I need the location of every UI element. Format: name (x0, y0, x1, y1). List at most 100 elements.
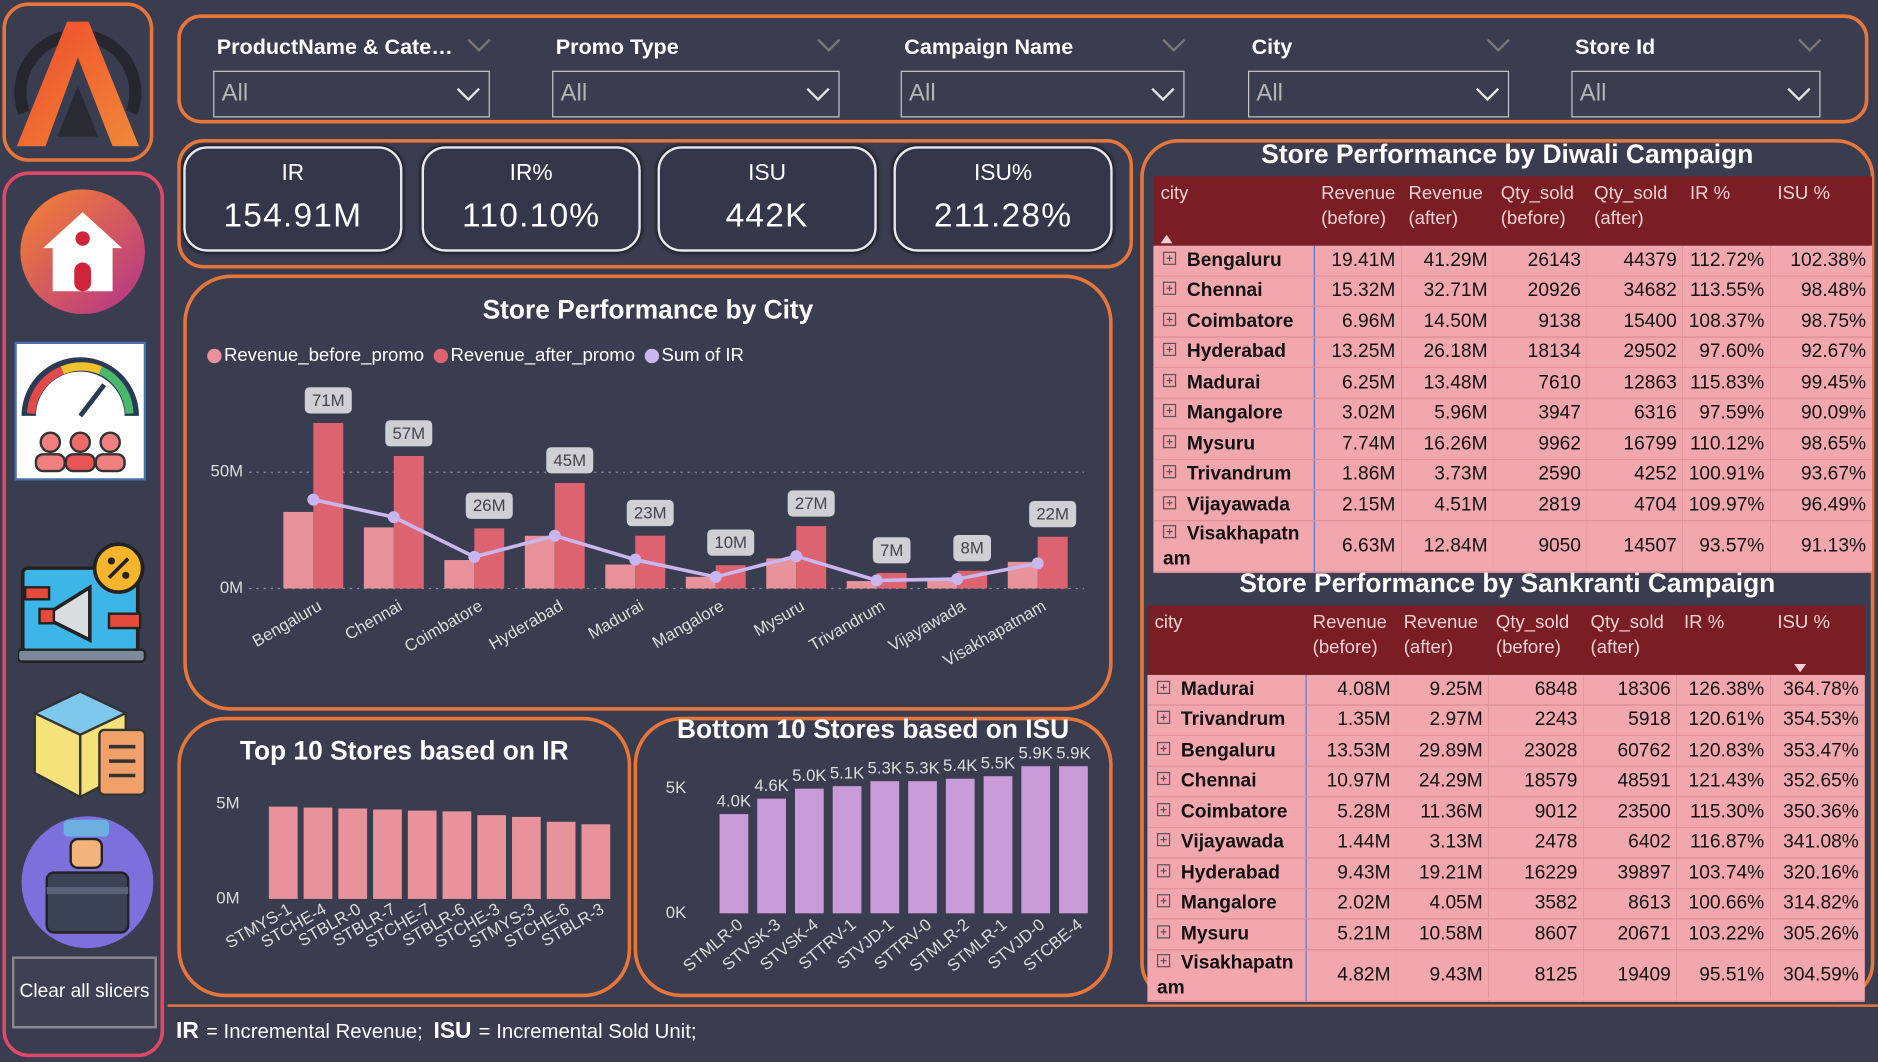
expand-icon[interactable] (1162, 312, 1177, 326)
logo (14, 21, 142, 147)
slicer-dropdown[interactable]: All (213, 70, 490, 118)
table-row: Coimbatore 6.96M 14.50M 9138 15400 108.37% 98.… (1153, 306, 1873, 338)
slicer-value: All (909, 80, 936, 107)
column-header[interactable]: Revenue (before) (1313, 176, 1402, 246)
bar (581, 824, 611, 899)
slicer-dropdown[interactable]: All (1571, 70, 1821, 118)
cell-text: 3582 (1534, 893, 1578, 914)
expand-icon[interactable] (1156, 741, 1171, 755)
legend-marker (207, 348, 222, 364)
cell-text: 102.38% (1790, 250, 1867, 271)
cell-text: 9012 (1534, 801, 1578, 822)
cell-text: Mysuru (1180, 923, 1250, 945)
value-cell: 91.13% (1770, 520, 1873, 573)
slicer-dropdown[interactable]: All (552, 70, 840, 118)
column-header[interactable]: IR % (1676, 605, 1771, 675)
expand-icon[interactable] (1156, 772, 1171, 786)
expand-icon[interactable] (1162, 281, 1177, 296)
business-icon[interactable] (20, 815, 154, 949)
table-row: Mangalore 2.02M 4.05M 3582 8613 100.66% 314.82… (1147, 888, 1865, 920)
value-cell: 93.57% (1682, 520, 1771, 573)
data-label-box (953, 535, 992, 562)
cell-text: Chennai (1186, 280, 1263, 302)
cell-text: 16799 (1623, 433, 1677, 454)
column-header[interactable]: Qty_sold (before) (1493, 176, 1587, 246)
expand-icon[interactable] (1162, 524, 1177, 538)
expand-icon[interactable] (1156, 680, 1171, 694)
line-point (870, 574, 883, 587)
value-cell: 98.75% (1770, 306, 1873, 338)
slicer-dropdown[interactable]: All (1248, 70, 1510, 118)
data-label: 5.5K (981, 754, 1015, 773)
expand-icon[interactable] (1162, 343, 1177, 357)
column-header[interactable]: Qty_sold (after) (1586, 176, 1683, 246)
expand-icon[interactable] (1162, 251, 1177, 265)
city-cell: Coimbatore (1153, 306, 1315, 338)
expand-icon[interactable] (1156, 925, 1171, 939)
slicer-value: All (1256, 80, 1284, 107)
value-cell: 120.61% (1676, 704, 1771, 736)
value-cell: 10.58M (1396, 918, 1489, 950)
value-cell: 18134 (1493, 336, 1587, 368)
chart-title: Bottom 10 Stores based on ISU (677, 714, 1069, 744)
footer-term: ISU (433, 1018, 472, 1044)
cell-text: 4704 (1634, 494, 1677, 516)
expand-icon[interactable] (1156, 953, 1171, 967)
chart-title: Store Performance by City (483, 295, 814, 325)
expand-icon[interactable] (1162, 434, 1177, 448)
value-cell: 4.82M (1305, 949, 1397, 1002)
cell-text: 100.91% (1688, 464, 1765, 485)
chevron-line (806, 87, 830, 102)
column-header[interactable]: Revenue (after) (1401, 176, 1494, 246)
expand-icon[interactable] (1162, 495, 1177, 510)
data-label: 5.3K (905, 759, 939, 778)
column-header[interactable]: Qty_sold (after) (1583, 605, 1677, 675)
inventory-icon[interactable] (30, 689, 150, 799)
column-header[interactable]: IR % (1682, 176, 1771, 246)
value-cell: 14507 (1586, 520, 1683, 573)
cell-text: 48591 (1617, 770, 1671, 792)
expand-icon[interactable] (1162, 465, 1177, 479)
value-cell: 2243 (1488, 704, 1584, 736)
home-icon[interactable] (19, 188, 146, 315)
y-tick-label: 0K (666, 903, 687, 922)
slicer-label: City (1251, 34, 1293, 59)
expand-icon[interactable] (1156, 802, 1171, 816)
column-header[interactable]: city (1147, 605, 1306, 675)
expand-icon[interactable] (1156, 711, 1171, 725)
slicer-dropdown[interactable]: All (900, 70, 1185, 118)
column-header[interactable]: Revenue (before) (1305, 605, 1397, 675)
line-point (629, 553, 642, 566)
cell-text: 6.25M (1342, 372, 1396, 393)
icon-part (107, 557, 115, 565)
column-header[interactable]: ISU % (1770, 176, 1873, 246)
column-header[interactable]: ISU % (1770, 605, 1865, 675)
cell-text: Mysuru (1186, 433, 1256, 454)
chevron-line (1162, 38, 1186, 53)
clear-slicers-button[interactable]: Clear all slicers (11, 956, 157, 1029)
value-cell: 121.43% (1676, 765, 1771, 798)
cell-text: 4.05M (1429, 893, 1483, 914)
promo-icon[interactable] (17, 539, 150, 665)
expand-icon[interactable] (1156, 894, 1171, 908)
legend-marker (644, 348, 660, 364)
column-header[interactable]: city (1153, 176, 1314, 246)
expand-icon[interactable] (1162, 373, 1177, 387)
cell-text: Vijayawada (1186, 494, 1290, 516)
expand-icon[interactable] (1156, 833, 1171, 847)
expand-icon[interactable] (1156, 863, 1171, 878)
cell-text: 320.16% (1783, 862, 1859, 884)
cell-text: 126.38% (1688, 679, 1765, 700)
cell-text: 109.97% (1688, 494, 1765, 516)
footer-definition: = Incremental Sold Unit; (478, 1020, 697, 1043)
chevron (1151, 87, 1175, 102)
performance-icon[interactable] (14, 341, 147, 481)
column-header[interactable]: Qty_sold (before) (1488, 605, 1584, 675)
value-cell: 341.08% (1770, 827, 1865, 859)
table-title: Store Performance by Diwali Campaign (1261, 139, 1754, 170)
column-header-text: city (1160, 183, 1189, 204)
expand-icon[interactable] (1162, 404, 1177, 418)
icon-part (63, 819, 109, 837)
column-header[interactable]: Revenue (after) (1396, 605, 1489, 675)
value-cell: 352.65% (1770, 765, 1865, 798)
